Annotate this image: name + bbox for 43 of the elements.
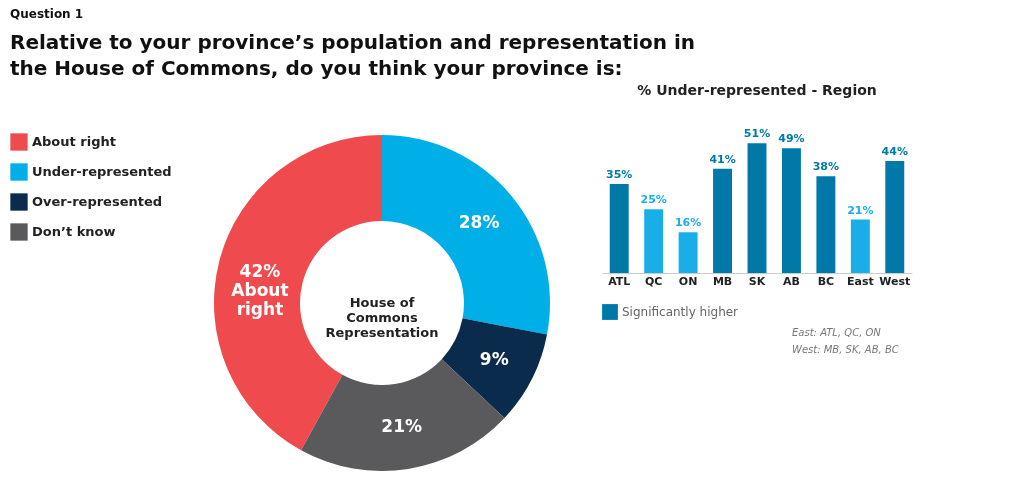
data-label: 51% [743, 127, 771, 141]
bar [644, 209, 664, 273]
data-label: 21% [381, 416, 423, 437]
text: House of Commons Representation [325, 295, 439, 340]
data-label: 25% [640, 193, 667, 207]
x-tick-label: SK [748, 274, 766, 288]
x-tick-label: East [846, 274, 874, 288]
data-label: 21% [847, 203, 874, 217]
text: East: ATL, QC, ON [792, 327, 882, 338]
bar [747, 143, 767, 273]
x-tick-label: West [879, 274, 911, 288]
legend-label: Under-represented [32, 164, 172, 179]
data-label: 28% [458, 211, 500, 232]
legend-label: About right [32, 134, 116, 149]
bar [713, 168, 733, 273]
data-label: 41% [709, 152, 736, 166]
text: West: MB, SK, AB, BC [792, 344, 899, 355]
data-label: 38% [812, 160, 840, 174]
data-label: 44% [881, 145, 908, 158]
bar [781, 148, 801, 273]
x-tick-label: AB [782, 274, 800, 288]
x-tick-label: QC [644, 274, 663, 288]
x-tick-label: ON [678, 274, 698, 288]
x-tick-label: ATL [608, 274, 631, 288]
chart-title: Question 1 [10, 7, 84, 22]
legend-label: Significantly higher [622, 305, 739, 319]
x-tick-label: BC [817, 274, 835, 288]
data-label: 42% About right [231, 260, 289, 319]
chart-title: % Under-represented - Region [637, 82, 877, 99]
bar [885, 161, 905, 273]
chart-subtitle: Relative to your province’s population and representation in the House of Commons, do you think your province is: [10, 30, 696, 81]
donut-slice [441, 318, 548, 418]
data-label: 49% [778, 132, 805, 146]
bar [816, 176, 836, 273]
legend-label: Over-represented [32, 194, 163, 209]
bar [609, 183, 629, 273]
legend-label: Don’t know [32, 224, 116, 239]
x-tick-label: MB [712, 274, 733, 288]
data-label: 9% [479, 349, 509, 370]
data-label: 35% [606, 167, 633, 181]
bar [850, 219, 870, 273]
data-label: 16% [674, 216, 702, 230]
bar [678, 232, 698, 273]
